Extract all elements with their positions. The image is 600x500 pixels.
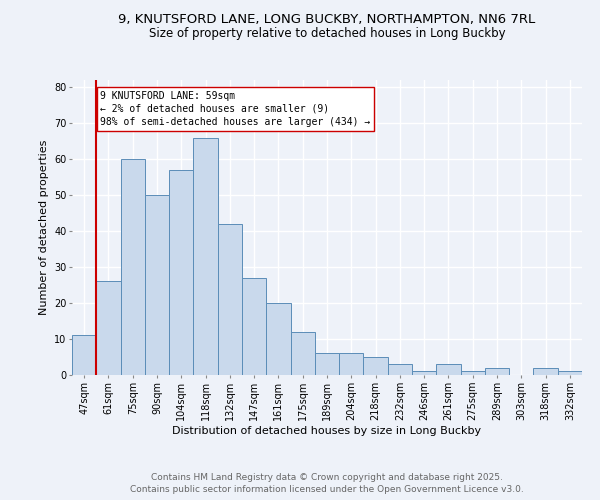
X-axis label: Distribution of detached houses by size in Long Buckby: Distribution of detached houses by size … bbox=[172, 426, 482, 436]
Text: 9 KNUTSFORD LANE: 59sqm
← 2% of detached houses are smaller (9)
98% of semi-deta: 9 KNUTSFORD LANE: 59sqm ← 2% of detached… bbox=[100, 91, 370, 127]
Bar bbox=[169, 170, 193, 375]
Bar bbox=[533, 368, 558, 375]
Text: 9, KNUTSFORD LANE, LONG BUCKBY, NORTHAMPTON, NN6 7RL: 9, KNUTSFORD LANE, LONG BUCKBY, NORTHAMP… bbox=[118, 12, 536, 26]
Bar bbox=[315, 354, 339, 375]
Bar bbox=[558, 372, 582, 375]
Bar bbox=[461, 372, 485, 375]
Bar bbox=[266, 303, 290, 375]
Bar bbox=[388, 364, 412, 375]
Bar bbox=[218, 224, 242, 375]
Y-axis label: Number of detached properties: Number of detached properties bbox=[38, 140, 49, 315]
Bar bbox=[193, 138, 218, 375]
Bar bbox=[485, 368, 509, 375]
Bar bbox=[242, 278, 266, 375]
Bar bbox=[121, 159, 145, 375]
Bar bbox=[339, 354, 364, 375]
Text: Size of property relative to detached houses in Long Buckby: Size of property relative to detached ho… bbox=[149, 28, 505, 40]
Bar bbox=[72, 336, 96, 375]
Bar bbox=[290, 332, 315, 375]
Bar bbox=[412, 372, 436, 375]
Bar bbox=[364, 357, 388, 375]
Bar bbox=[145, 195, 169, 375]
Bar bbox=[96, 282, 121, 375]
Text: Contains HM Land Registry data © Crown copyright and database right 2025.: Contains HM Land Registry data © Crown c… bbox=[151, 472, 503, 482]
Text: Contains public sector information licensed under the Open Government Licence v3: Contains public sector information licen… bbox=[130, 485, 524, 494]
Bar bbox=[436, 364, 461, 375]
